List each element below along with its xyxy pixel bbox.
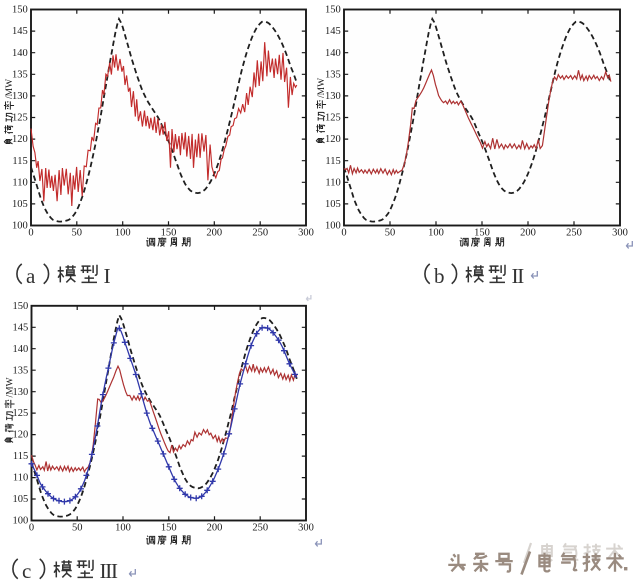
svg-text:115: 115: [325, 156, 340, 167]
svg-text:/MW: /MW: [5, 79, 15, 99]
svg-text:110: 110: [13, 473, 28, 484]
svg-text:50: 50: [72, 522, 83, 533]
svg-text:100: 100: [325, 221, 341, 232]
svg-text:250: 250: [566, 227, 582, 238]
svg-text:/MW: /MW: [317, 78, 327, 98]
svg-text:150: 150: [474, 227, 490, 238]
svg-text:0: 0: [341, 227, 346, 238]
svg-text:120: 120: [325, 134, 341, 145]
svg-text:135: 135: [325, 69, 341, 80]
svg-text:120: 120: [12, 134, 28, 145]
svg-text:300: 300: [298, 522, 314, 533]
svg-text:120: 120: [13, 430, 29, 441]
svg-text:100: 100: [115, 522, 131, 533]
svg-text:115: 115: [13, 451, 28, 462]
svg-text:110: 110: [12, 177, 27, 188]
svg-text:c: c: [22, 559, 31, 583]
svg-text:140: 140: [13, 344, 29, 355]
svg-text:140: 140: [12, 48, 28, 59]
svg-text:50: 50: [72, 227, 83, 238]
svg-text:300: 300: [298, 227, 314, 238]
svg-text:125: 125: [325, 113, 341, 124]
svg-text:150: 150: [13, 301, 29, 312]
svg-text:130: 130: [325, 91, 341, 102]
svg-text:135: 135: [13, 365, 29, 376]
svg-text:300: 300: [612, 227, 628, 238]
svg-text:0: 0: [28, 227, 33, 238]
svg-text:150: 150: [161, 522, 177, 533]
svg-text:130: 130: [13, 387, 29, 398]
svg-text:200: 200: [207, 522, 223, 533]
svg-text:125: 125: [13, 408, 29, 419]
svg-text:I: I: [104, 264, 111, 288]
svg-text:150: 150: [325, 5, 341, 16]
svg-text:100: 100: [13, 516, 29, 527]
svg-text:100: 100: [12, 221, 28, 232]
svg-text:105: 105: [325, 199, 341, 210]
svg-text:200: 200: [206, 227, 222, 238]
svg-text:105: 105: [13, 494, 29, 505]
svg-text:145: 145: [13, 322, 29, 333]
svg-text:100: 100: [428, 227, 444, 238]
svg-text:145: 145: [12, 26, 28, 37]
svg-text:150: 150: [161, 227, 177, 238]
svg-text:250: 250: [252, 522, 268, 533]
svg-text:135: 135: [12, 69, 28, 80]
svg-text:0: 0: [29, 522, 34, 533]
svg-text:50: 50: [385, 227, 396, 238]
svg-text:150: 150: [12, 5, 28, 16]
svg-text:/MW: /MW: [6, 377, 16, 397]
svg-text:200: 200: [520, 227, 536, 238]
svg-text:II: II: [512, 264, 525, 288]
svg-text:130: 130: [12, 91, 28, 102]
svg-text:b: b: [434, 264, 445, 288]
svg-text:140: 140: [325, 48, 341, 59]
svg-text:110: 110: [325, 177, 340, 188]
svg-text:105: 105: [12, 199, 28, 210]
svg-text:100: 100: [115, 227, 131, 238]
svg-text:III: III: [100, 559, 118, 583]
svg-text:115: 115: [12, 156, 27, 167]
svg-text:250: 250: [252, 227, 268, 238]
svg-text:125: 125: [12, 113, 28, 124]
svg-text:a: a: [26, 264, 36, 288]
svg-text:145: 145: [325, 26, 341, 37]
